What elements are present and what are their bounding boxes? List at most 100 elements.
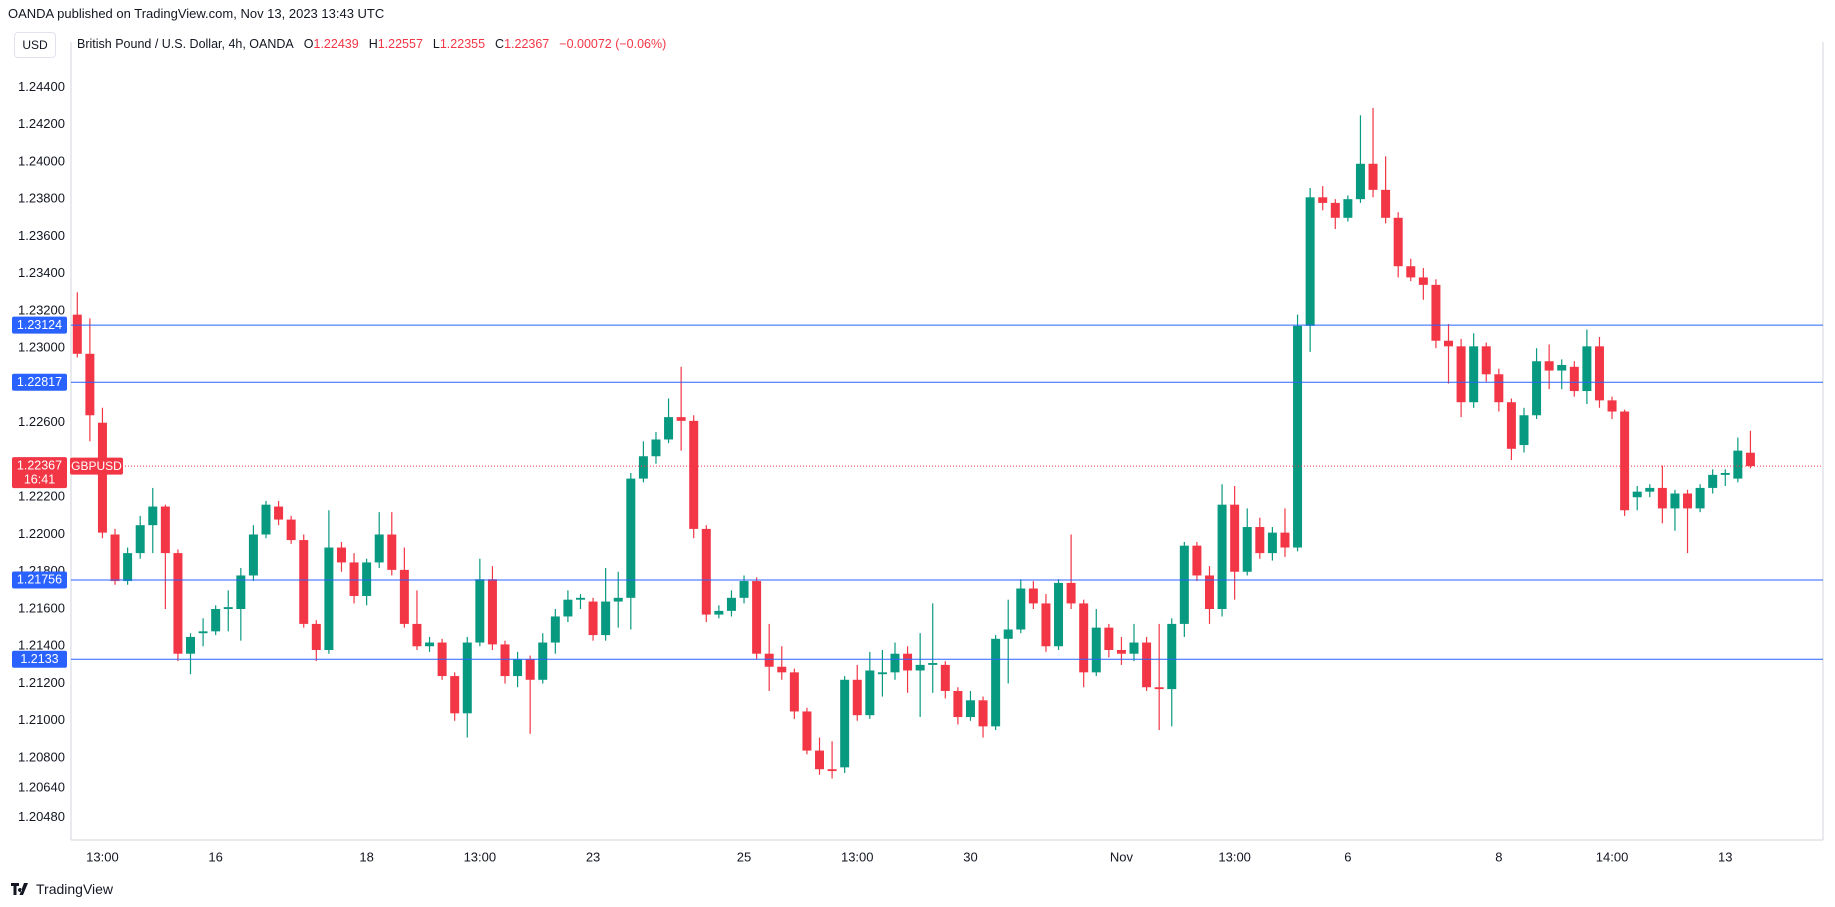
candle-body <box>462 642 472 714</box>
candle-body <box>1645 487 1655 492</box>
candle-body <box>1041 603 1051 647</box>
candle-body <box>1343 199 1353 218</box>
candle-body <box>1242 527 1252 572</box>
candle-body <box>1192 545 1202 576</box>
candle-body <box>374 534 384 563</box>
candle-body <box>978 700 988 727</box>
candle-body <box>236 575 246 610</box>
y-tick-label: 1.24000 <box>18 153 65 168</box>
candle-body <box>638 456 648 479</box>
candle-body <box>1355 163 1365 200</box>
y-tick-label: 1.20640 <box>18 779 65 794</box>
candle-body <box>1494 374 1504 403</box>
candle-body <box>1745 452 1755 467</box>
candle-body <box>1444 340 1454 347</box>
y-tick-label: 1.20800 <box>18 749 65 764</box>
ticker-tag: GBPUSD <box>71 459 122 473</box>
level-label-box <box>12 650 67 668</box>
candle-body <box>1594 346 1604 401</box>
candle-body <box>186 636 196 654</box>
publish-header: OANDA published on TradingView.com, Nov … <box>8 6 385 21</box>
x-tick-label: 6 <box>1344 849 1351 864</box>
candle-body <box>1305 197 1315 326</box>
candle-body <box>349 562 359 596</box>
y-tick-label: 1.21200 <box>18 675 65 690</box>
symbol-name: British Pound / U.S. Dollar, 4h, OANDA <box>77 37 294 51</box>
candle-body <box>1154 687 1164 690</box>
x-tick-label: 13:00 <box>464 849 497 864</box>
y-tick-label: 1.22000 <box>18 526 65 541</box>
candle-body <box>1632 491 1642 498</box>
candle-body <box>1091 627 1101 673</box>
candle-body <box>613 597 623 602</box>
candle-body <box>890 653 900 673</box>
candle-body <box>387 534 397 570</box>
candle-body <box>1544 361 1554 371</box>
candle-body <box>1204 575 1214 610</box>
candle-body <box>664 417 674 440</box>
candle-body <box>940 664 950 691</box>
level-label: 1.21756 <box>17 573 62 587</box>
candle-body <box>1217 504 1227 610</box>
footer-brand: TradingView <box>36 881 114 897</box>
candle-body <box>362 562 372 596</box>
candle-body <box>764 653 774 667</box>
candle-body <box>1066 582 1076 604</box>
y-tick-label: 1.22200 <box>18 489 65 504</box>
candle-body <box>1657 487 1667 509</box>
candle-body <box>965 700 975 718</box>
y-tick-label: 1.21600 <box>18 600 65 615</box>
legend-close: C1.22367 <box>495 37 549 51</box>
candle-body <box>928 663 938 665</box>
candle-body <box>865 670 875 716</box>
candle-body <box>752 581 762 654</box>
candle-body <box>852 679 862 716</box>
candle-body <box>991 638 1001 727</box>
x-tick-label: 13:00 <box>841 849 874 864</box>
candle-body <box>1330 202 1340 218</box>
candle-body <box>1054 582 1064 647</box>
candle-body <box>223 607 233 610</box>
candle-body <box>525 659 535 680</box>
price-label: 1.22367 <box>17 458 62 472</box>
candle-body <box>1683 493 1693 509</box>
candle-body <box>726 597 736 611</box>
candle-body <box>261 504 271 535</box>
candle-body <box>123 553 133 582</box>
candle-body <box>877 672 887 675</box>
candle-body <box>1280 532 1290 548</box>
level-label: 1.23124 <box>17 318 62 332</box>
candle-body <box>1293 325 1303 548</box>
candle-body <box>311 623 321 650</box>
candle-body <box>689 420 699 529</box>
candle-body <box>588 601 598 636</box>
candle-body <box>1519 415 1529 446</box>
candle-body <box>903 653 913 671</box>
candle-body <box>1720 473 1730 475</box>
level-label: 1.22817 <box>17 375 62 389</box>
candle-body <box>148 506 158 526</box>
candle-body <box>135 525 145 554</box>
candle-body <box>412 623 422 647</box>
candle-body <box>1129 642 1139 654</box>
candle-body <box>1003 629 1013 639</box>
x-tick-label: 13 <box>1718 849 1732 864</box>
legend: British Pound / U.S. Dollar, 4h, OANDA O… <box>77 34 666 54</box>
candle-body <box>85 353 95 416</box>
candle-body <box>1318 197 1328 203</box>
candle-body <box>676 417 686 421</box>
currency-button[interactable]: USD <box>14 32 56 58</box>
candle-body <box>1418 277 1428 285</box>
candle-body <box>425 642 435 647</box>
candle-body <box>1104 627 1114 650</box>
x-tick-label: 13:00 <box>86 849 119 864</box>
candle-body <box>1255 527 1265 554</box>
candle-body <box>777 666 787 673</box>
candle-body <box>815 750 825 770</box>
candle-body <box>1695 487 1705 509</box>
candle-body <box>286 519 296 541</box>
candle-body <box>802 711 812 751</box>
legend-open: O1.22439 <box>304 37 359 51</box>
candle-body <box>475 579 485 643</box>
candle-body <box>1456 346 1466 403</box>
